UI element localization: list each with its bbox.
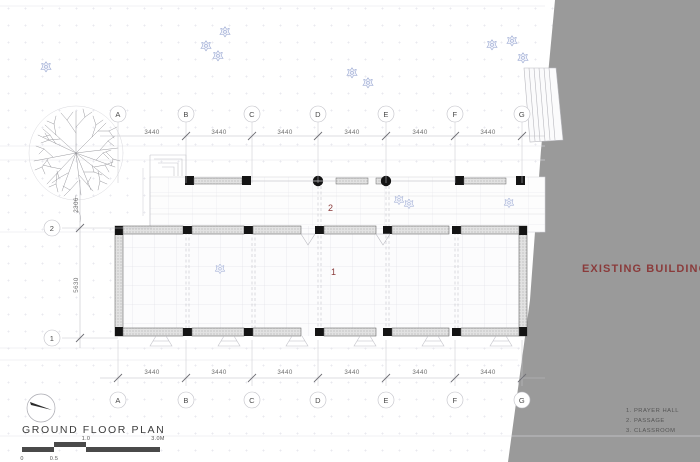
dim-bottom-DE: 3440 — [344, 369, 360, 376]
north-arrow-icon — [26, 393, 56, 423]
grid-bubble-bottom-E: E — [383, 396, 388, 405]
ramp-steps-detail — [523, 67, 564, 143]
legend: 1. PRAYER HALL 2. PASSAGE 3. CLASSROOM — [626, 408, 679, 434]
shrub-symbols — [40, 26, 529, 275]
grid-bubble-top-E: E — [383, 110, 388, 119]
dim-left-lower: 5630 — [73, 277, 80, 293]
grid-top: A B C D E F G 3440 3440 3440 3440 3440 3… — [100, 105, 545, 183]
scale-tick-0: 0 — [20, 456, 23, 462]
grid-left: 2 1 2306 5630 — [43, 180, 152, 348]
grid-bubble-left-1: 1 — [50, 334, 54, 343]
grid-bubble-top-C: C — [249, 110, 255, 119]
grid-bubble-top-B: B — [183, 110, 188, 119]
page-title: GROUND FLOOR PLAN — [22, 424, 165, 436]
dim-bottom-BC: 3440 — [211, 369, 227, 376]
grid-bottom: A B C D E F G 3440 3440 3440 3440 3440 3… — [100, 340, 545, 409]
dim-top-EF: 3440 — [412, 129, 428, 136]
scale-bar: 0 0.5 1.0 3.0M — [20, 436, 165, 462]
hall-setting-out-lines — [185, 186, 459, 336]
dim-left-upper: 2306 — [73, 197, 80, 213]
grid-bubble-bottom-C: C — [249, 396, 255, 405]
tree-canopy-icon — [28, 105, 124, 223]
east-exterior-wall — [518, 225, 528, 337]
scale-tick-30m: 3.0M — [151, 436, 165, 442]
dim-bottom-AB: 3440 — [144, 369, 160, 376]
dim-bottom-EF: 3440 — [412, 369, 428, 376]
dim-top-FG: 3440 — [480, 129, 496, 136]
dim-top-AB: 3440 — [144, 129, 160, 136]
grid-bubble-bottom-F: F — [453, 396, 458, 405]
legend-item-1: 1. PRAYER HALL — [626, 408, 679, 414]
grid-bubble-top-G: G — [519, 110, 525, 119]
dim-top-CD: 3440 — [277, 129, 293, 136]
grid-bubble-top-A: A — [115, 110, 120, 119]
grid-bubble-bottom-G: G — [519, 396, 525, 405]
existing-building-label: EXISTING BUILDING — [582, 263, 700, 275]
room-number-2: 2 — [328, 203, 333, 213]
dim-top-DE: 3440 — [344, 129, 360, 136]
scale-tick-05: 0.5 — [50, 456, 59, 462]
south-wall-hall — [122, 327, 520, 347]
legend-item-3: 3. CLASSROOM — [626, 428, 676, 434]
dim-bottom-FG: 3440 — [480, 369, 496, 376]
dim-bottom-CD: 3440 — [277, 369, 293, 376]
north-wall-hall — [122, 225, 520, 246]
west-exterior-wall — [114, 225, 124, 337]
legend-item-2: 2. PASSAGE — [626, 418, 665, 424]
grid-bubble-bottom-B: B — [183, 396, 188, 405]
passage-area — [149, 176, 546, 233]
grid-bubble-left-2: 2 — [50, 224, 54, 233]
dim-top-BC: 3440 — [211, 129, 227, 136]
site-context-lines — [0, 5, 700, 437]
grid-bubble-bottom-D: D — [315, 396, 321, 405]
room-number-1: 1 — [331, 267, 336, 277]
grid-bubble-top-D: D — [315, 110, 321, 119]
grid-bubble-top-F: F — [453, 110, 458, 119]
grid-bubble-bottom-A: A — [115, 396, 120, 405]
scale-tick-10: 1.0 — [82, 436, 91, 442]
